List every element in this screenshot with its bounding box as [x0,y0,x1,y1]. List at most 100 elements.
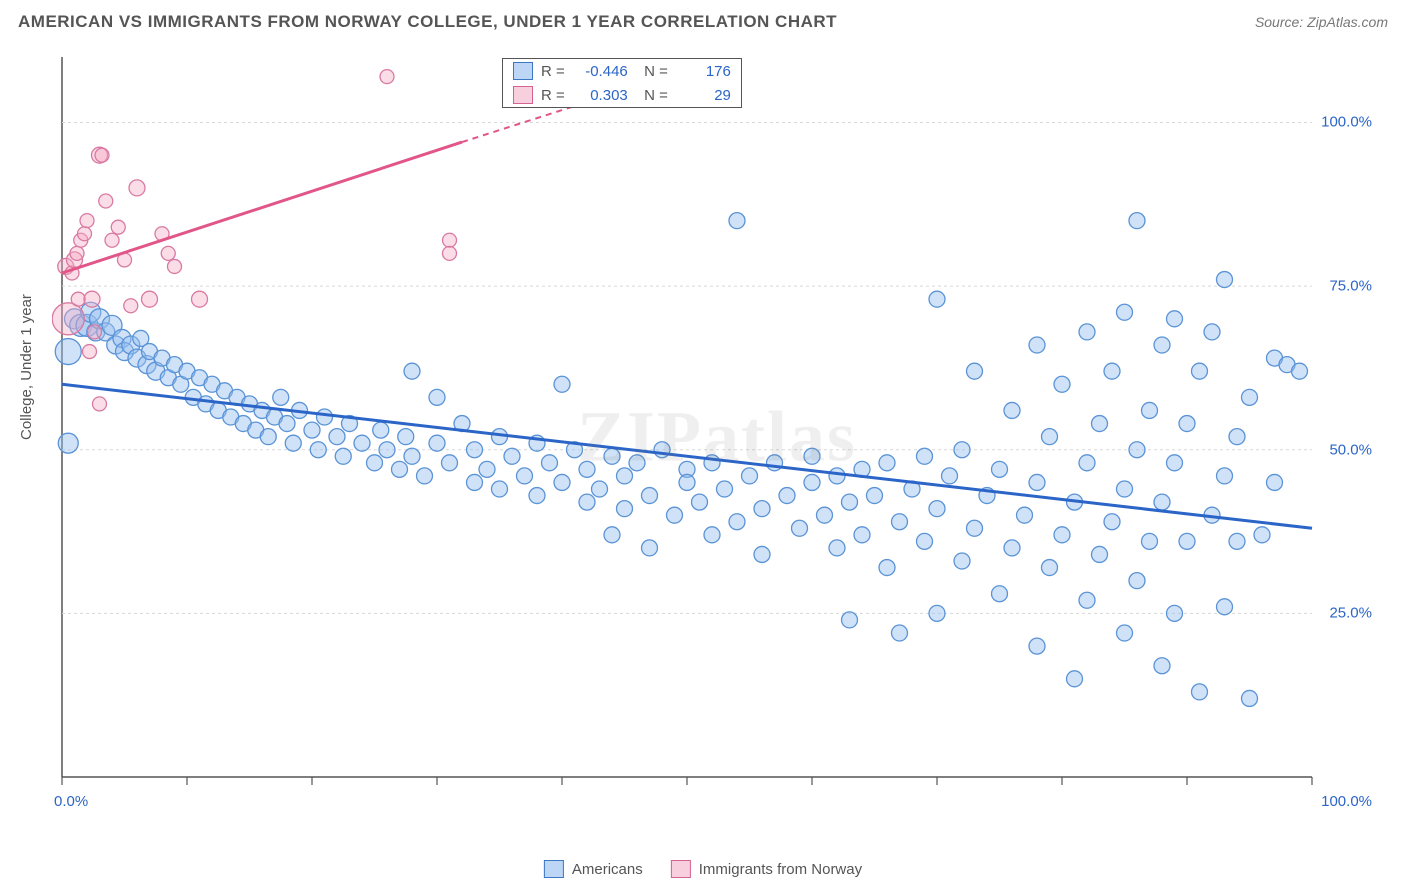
data-point-blue [1229,429,1245,445]
stats-legend-row: R = -0.446 N = 176 [503,59,741,83]
data-point-pink [443,246,457,260]
data-point-pink [78,227,92,241]
data-point-pink [95,148,109,162]
data-point-pink [80,214,94,228]
y-tick-label: 50.0% [1329,441,1372,458]
data-point-blue [1079,592,1095,608]
data-point-blue [554,376,570,392]
y-tick-label: 75.0% [1329,278,1372,295]
data-point-blue [592,481,608,497]
trend-line [62,142,462,273]
data-point-pink [84,291,100,307]
series-legend-item: Immigrants from Norway [671,860,862,878]
data-point-blue [1167,311,1183,327]
data-point-blue [929,501,945,517]
data-point-pink [70,246,84,260]
data-point-blue [967,363,983,379]
data-point-blue [1017,507,1033,523]
n-value: 176 [676,63,731,80]
data-point-blue [373,422,389,438]
stats-legend: R = -0.446 N = 176 R = 0.303 N = 29 [502,58,742,108]
data-point-blue [992,586,1008,602]
data-point-blue [967,520,983,536]
data-point-blue [417,468,433,484]
data-point-blue [604,448,620,464]
data-point-blue [442,455,458,471]
data-point-blue [692,494,708,510]
trend-line [62,384,1312,528]
data-point-pink [93,397,107,411]
chart-title: AMERICAN VS IMMIGRANTS FROM NORWAY COLLE… [18,12,837,32]
data-point-blue [367,455,383,471]
data-point-blue [792,520,808,536]
data-point-blue [492,481,508,497]
legend-swatch-icon [513,62,533,80]
r-value: 0.303 [573,87,628,104]
data-point-blue [542,455,558,471]
y-tick-label: 25.0% [1329,605,1372,622]
data-point-blue [354,435,370,451]
data-point-blue [1104,363,1120,379]
data-point-pink [142,291,158,307]
data-point-blue [1079,324,1095,340]
data-point-blue [629,455,645,471]
y-tick-label: 100.0% [1321,114,1372,131]
data-point-blue [335,448,351,464]
data-point-pink [99,194,113,208]
data-point-blue [1129,442,1145,458]
data-point-blue [1154,658,1170,674]
data-point-blue [1154,337,1170,353]
data-point-blue [604,527,620,543]
series-legend-item: Americans [544,860,643,878]
data-point-blue [1004,540,1020,556]
data-point-blue [1154,494,1170,510]
data-point-blue [58,433,78,453]
data-point-blue [1217,599,1233,615]
data-point-blue [329,429,345,445]
data-point-pink [83,345,97,359]
data-point-blue [879,455,895,471]
data-point-blue [1029,474,1045,490]
data-point-blue [929,291,945,307]
data-point-blue [729,213,745,229]
data-point-blue [892,514,908,530]
data-point-blue [1229,533,1245,549]
n-label: N = [636,87,668,104]
data-point-blue [667,507,683,523]
data-point-blue [1254,527,1270,543]
x-tick-label: 100.0% [1321,793,1372,810]
data-point-blue [1129,573,1145,589]
data-point-blue [1192,363,1208,379]
data-point-blue [1179,416,1195,432]
data-point-pink [192,291,208,307]
data-point-blue [992,461,1008,477]
scatter-plot [52,52,1382,822]
data-point-blue [1004,402,1020,418]
data-point-blue [717,481,733,497]
data-point-blue [467,442,483,458]
data-point-blue [1204,324,1220,340]
data-point-blue [392,461,408,477]
data-point-blue [429,435,445,451]
data-point-blue [829,468,845,484]
data-point-blue [1117,304,1133,320]
legend-swatch-icon [544,860,564,878]
data-point-blue [1167,605,1183,621]
data-point-blue [754,501,770,517]
data-point-blue [1142,402,1158,418]
chart-area: ZIPatlas R = -0.446 N = 176 R = 0.303 N … [52,52,1382,822]
data-point-blue [1054,376,1070,392]
y-axis-label: College, Under 1 year [18,294,35,440]
data-point-blue [817,507,833,523]
data-point-blue [617,468,633,484]
data-point-blue [467,474,483,490]
data-point-blue [273,389,289,405]
data-point-blue [554,474,570,490]
data-point-blue [1192,684,1208,700]
data-point-blue [854,527,870,543]
data-point-blue [642,488,658,504]
data-point-blue [279,416,295,432]
data-point-blue [1267,474,1283,490]
data-point-blue [1179,533,1195,549]
data-point-blue [1129,213,1145,229]
